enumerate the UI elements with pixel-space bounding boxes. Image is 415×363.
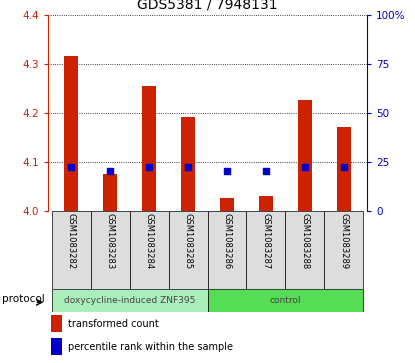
Bar bbox=[247, 211, 286, 289]
Bar bbox=[208, 211, 247, 289]
Text: control: control bbox=[270, 296, 301, 305]
Bar bbox=[208, 289, 364, 312]
Text: protocol: protocol bbox=[2, 294, 45, 304]
Point bbox=[107, 168, 113, 174]
Bar bbox=[220, 198, 234, 211]
Point bbox=[146, 164, 152, 170]
Bar bbox=[64, 56, 78, 211]
Point bbox=[224, 168, 230, 174]
Bar bbox=[337, 127, 351, 211]
Text: doxycycline-induced ZNF395: doxycycline-induced ZNF395 bbox=[64, 296, 195, 305]
Bar bbox=[51, 315, 62, 332]
Text: percentile rank within the sample: percentile rank within the sample bbox=[68, 342, 234, 352]
Point bbox=[341, 164, 347, 170]
Bar bbox=[129, 211, 168, 289]
Bar bbox=[51, 211, 90, 289]
Bar bbox=[259, 196, 273, 211]
Text: GSM1083283: GSM1083283 bbox=[105, 213, 115, 269]
Point bbox=[68, 164, 74, 170]
Point bbox=[263, 168, 269, 174]
Bar bbox=[51, 289, 208, 312]
Bar bbox=[142, 86, 156, 211]
Bar bbox=[168, 211, 208, 289]
Text: transformed count: transformed count bbox=[68, 319, 159, 329]
Point bbox=[302, 164, 308, 170]
Text: GSM1083288: GSM1083288 bbox=[300, 213, 310, 269]
Bar bbox=[51, 338, 62, 355]
Bar bbox=[181, 117, 195, 211]
Text: GSM1083287: GSM1083287 bbox=[261, 213, 271, 269]
Text: GSM1083289: GSM1083289 bbox=[339, 213, 349, 269]
Title: GDS5381 / 7948131: GDS5381 / 7948131 bbox=[137, 0, 278, 12]
Point bbox=[185, 164, 191, 170]
Text: GSM1083284: GSM1083284 bbox=[144, 213, 154, 269]
Bar bbox=[286, 211, 325, 289]
Text: GSM1083282: GSM1083282 bbox=[66, 213, 76, 269]
Bar bbox=[90, 211, 129, 289]
Bar bbox=[325, 211, 364, 289]
Text: GSM1083286: GSM1083286 bbox=[222, 213, 232, 269]
Bar bbox=[298, 100, 312, 211]
Bar bbox=[103, 174, 117, 211]
Text: GSM1083285: GSM1083285 bbox=[183, 213, 193, 269]
